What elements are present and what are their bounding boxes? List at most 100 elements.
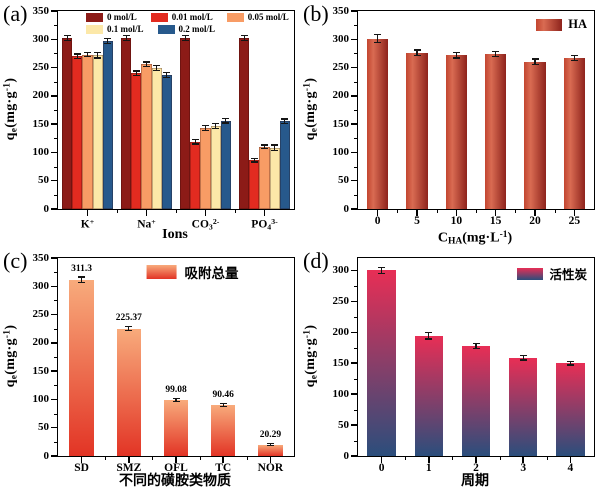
bar [116,328,142,456]
legend-item: HA [536,17,587,32]
y-tick [351,66,358,69]
legend-swatch-icon [517,267,544,280]
y-tick-label: 150 [32,117,50,130]
y-tick-label: 250 [332,294,350,307]
bar [509,357,538,456]
y-minor-tick [354,53,358,55]
x-tick-label: 10 [450,215,463,227]
y-tick [51,370,58,372]
bar-value-label: 99.08 [165,385,187,396]
error-bar-cap [212,127,220,129]
error-bar-cap [172,397,180,399]
y-minor-tick [54,272,58,274]
y-tick-label: 200 [332,325,350,338]
bar [82,54,93,209]
legend-label: 0 mol/L [107,12,137,22]
y-tick [51,123,58,125]
y-minor-tick [54,413,58,415]
y-minor-tick [354,166,358,168]
y-tick-label: 350 [32,4,50,17]
legend-row: 活性炭 [517,264,587,283]
y-minor-tick [54,300,58,302]
panel-b-x-axis-label: CHA(mg·L-1) [437,230,513,247]
error-bar [125,35,128,41]
legend-label: 活性炭 [549,268,587,282]
y-tick-label: 50 [38,174,49,187]
legend: HA [536,17,587,32]
x-tick-label: SD [74,462,89,474]
x-minor-tick [436,209,438,213]
y-tick [351,300,358,303]
y-axis-label-text: qe(mg·g-1) [2,324,20,388]
x-tick-label: SMZ [116,462,142,474]
y-tick [351,123,358,125]
y-tick [351,10,358,12]
x-tick-label: TC [215,462,232,474]
x-tick [522,456,524,463]
y-tick-label: 150 [32,364,50,377]
y-tick [351,269,358,272]
y-minor-tick [354,440,358,442]
error-bar-cap [63,35,71,37]
bar-value-label: 20.29 [259,430,282,441]
bar [269,147,280,209]
panel-b-y-axis-label: qe(mg·g-1) [301,10,321,208]
error-bar-cap [163,76,171,78]
error-bar [194,139,197,144]
error-bar-cap [374,42,382,44]
x-tick [86,209,89,216]
x-minor-tick [499,456,501,460]
y-tick [351,208,358,210]
error-bar [381,267,383,274]
error-bar [81,277,83,283]
error-bar-cap [271,150,279,152]
bar [556,363,585,456]
y-tick [51,313,58,316]
error-bar [76,53,79,59]
error-bar-cap [78,276,86,278]
error-bar-cap [266,442,274,444]
y-tick [351,38,358,41]
error-bar-cap [492,56,500,58]
error-bar-cap [570,60,578,62]
error-bar [455,52,457,58]
error-bar [475,343,477,349]
x-tick-label: 0 [374,215,381,227]
error-bar-cap [570,54,578,56]
bar [367,270,396,456]
y-tick-label: 200 [332,89,350,102]
error-bar [135,70,138,76]
y-tick [351,151,358,154]
x-minor-tick [397,209,399,213]
legend-label: 0.2 mol/L [178,24,216,34]
error-bar-cap [78,282,86,284]
error-bar [96,52,99,58]
legend-swatch-icon [536,18,563,31]
legend-swatch-icon [86,24,103,34]
x-tick-label: 15 [489,215,502,227]
panel-b-letter: (b) [303,1,329,26]
error-bar-cap [143,65,150,68]
bar [62,38,73,209]
y-minor-tick [54,25,58,27]
y-tick-label: 150 [332,356,350,369]
legend-item: 吸附总量 [146,262,239,282]
bar-value-label: 311.3 [71,264,93,275]
error-bar-cap [374,34,382,36]
panel-d-x-axis-label: 周期 [461,474,489,489]
error-bar [224,118,227,123]
error-bar-cap [84,52,91,54]
y-tick [51,426,58,429]
error-bar [428,332,430,340]
error-bar [145,61,148,67]
plot-area: 0 50 100 150 200 250 300 0 1 2 3 4 活性炭 [333,257,595,474]
x-tick-label: 5 [414,215,420,227]
legend-row: HA [536,17,587,32]
y-tick [51,285,58,288]
panel-b: (b) qe(mg·g-1) 0 50 100 150 200 250 300 350 0 5 10… [300,0,600,247]
error-bar-cap [378,272,386,275]
x-tick [494,209,497,216]
y-tick [51,38,58,41]
bar [366,38,389,209]
error-bar-cap [191,143,199,145]
